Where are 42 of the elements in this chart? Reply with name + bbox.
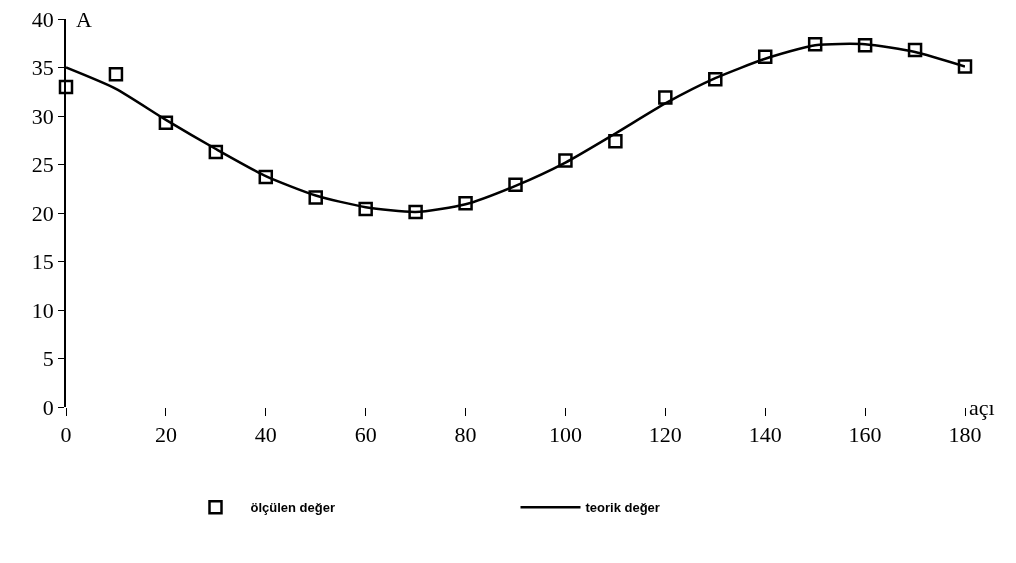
point <box>308 190 323 205</box>
point <box>58 79 74 95</box>
point <box>508 177 523 193</box>
y-tick-label: 35 <box>31 55 54 81</box>
x-tick-label: 80 <box>454 422 477 448</box>
y-tick-label: 25 <box>31 152 54 178</box>
point <box>258 169 274 185</box>
x-tick-label: 60 <box>354 422 377 448</box>
y-tick-label: 10 <box>31 297 54 323</box>
x-axis-title: açı <box>969 395 995 420</box>
x-tick-label: 20 <box>154 422 177 448</box>
point <box>558 153 573 168</box>
y-tick-label: 15 <box>31 249 54 275</box>
x-tick-label: 160 <box>848 422 882 448</box>
y-tick-label: 5 <box>42 346 54 372</box>
point <box>358 201 373 217</box>
point <box>807 36 823 52</box>
point <box>608 133 623 149</box>
point <box>708 71 723 87</box>
legend-label: ölçülen değer <box>250 500 336 516</box>
x-tick-label: 180 <box>948 422 982 448</box>
point <box>907 42 923 58</box>
point <box>158 115 174 131</box>
x-tick-label: 140 <box>748 422 782 448</box>
x-tick-label: 0 <box>60 422 72 448</box>
y-axis-title: A <box>76 7 92 32</box>
point <box>458 196 473 211</box>
y-tick-label: 0 <box>42 394 54 420</box>
x-tick-label: 120 <box>648 422 682 448</box>
legend-label: teorik değer <box>585 500 660 516</box>
y-tick-label: 40 <box>31 6 54 32</box>
point <box>658 90 673 105</box>
y-tick-label: 30 <box>31 103 54 129</box>
point <box>957 59 973 74</box>
x-tick-label: 100 <box>548 422 582 448</box>
point <box>108 67 124 82</box>
point <box>408 204 423 220</box>
point <box>857 37 873 53</box>
y-tick-label: 20 <box>31 200 54 226</box>
x-tick-label: 40 <box>254 422 277 448</box>
point <box>208 144 224 160</box>
point <box>757 49 773 65</box>
